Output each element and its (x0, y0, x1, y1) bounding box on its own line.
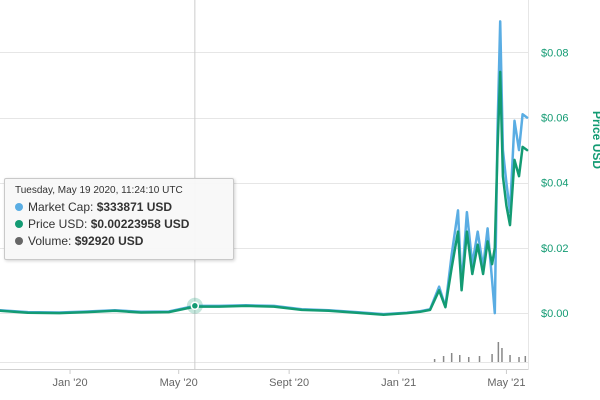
y-tick-label: $0.00 (541, 308, 569, 320)
tooltip-volume: Volume: $92920 USD (15, 233, 233, 250)
tooltip-date: Tuesday, May 19 2020, 11:24:10 UTC (15, 185, 183, 196)
x-tick-label: May '21 (487, 377, 525, 389)
volume-bar (442, 356, 445, 362)
x-axis-ticks: Jan '20 May '20 Sept '20 Jan '21 May '21 (52, 370, 526, 389)
volume-bar (509, 355, 511, 362)
tooltip-market-cap: Market Cap: $333871 USD (15, 199, 233, 216)
y-tick-label: $0.08 (541, 47, 569, 59)
volume-bar (524, 356, 527, 362)
y-axis-label: Price USD (590, 111, 600, 169)
tooltip-volume-label: Volume: (28, 234, 75, 248)
y-tick-label: $0.02 (541, 243, 569, 255)
y-tick-label: $0.06 (541, 113, 569, 125)
x-tick-label: May '20 (160, 377, 198, 389)
volume-bar (478, 356, 481, 362)
tooltip-price-label: Price USD: (28, 217, 91, 231)
x-tick-label: Sept '20 (269, 377, 309, 389)
volume-bar (450, 353, 453, 362)
price-line (0, 70, 529, 316)
hover-point (190, 301, 200, 311)
volume-bar (501, 348, 503, 362)
series-lines (0, 20, 529, 316)
price-dot-icon (15, 220, 23, 228)
tooltip-market-cap-label: Market Cap: (28, 200, 97, 214)
y-tick-label: $0.04 (541, 178, 569, 190)
tooltip-price: Price USD: $0.00223958 USD (15, 216, 233, 233)
volume-bar (467, 357, 470, 362)
x-tick-label: Jan '20 (52, 377, 87, 389)
volume-bar (459, 355, 461, 362)
tooltip-market-cap-value: $333871 USD (96, 200, 173, 214)
volume-bars (433, 342, 527, 362)
volume-bar (497, 342, 500, 362)
y-axis-ticks: $0.00 $0.02 $0.04 $0.06 $0.08 (541, 47, 569, 320)
volume-bar (433, 359, 436, 362)
tooltip-price-value: $0.00223958 USD (90, 217, 190, 231)
market-cap-dot-icon (15, 203, 23, 211)
x-tick-label: Jan '21 (381, 377, 416, 389)
hover-tooltip: Tuesday, May 19 2020, 11:24:10 UTC Marke… (4, 178, 234, 260)
volume-bar (491, 354, 493, 362)
market-cap-line (0, 20, 529, 316)
volume-bar (518, 357, 520, 362)
volume-dot-icon (15, 237, 23, 245)
tooltip-volume-value: $92920 USD (74, 234, 144, 248)
